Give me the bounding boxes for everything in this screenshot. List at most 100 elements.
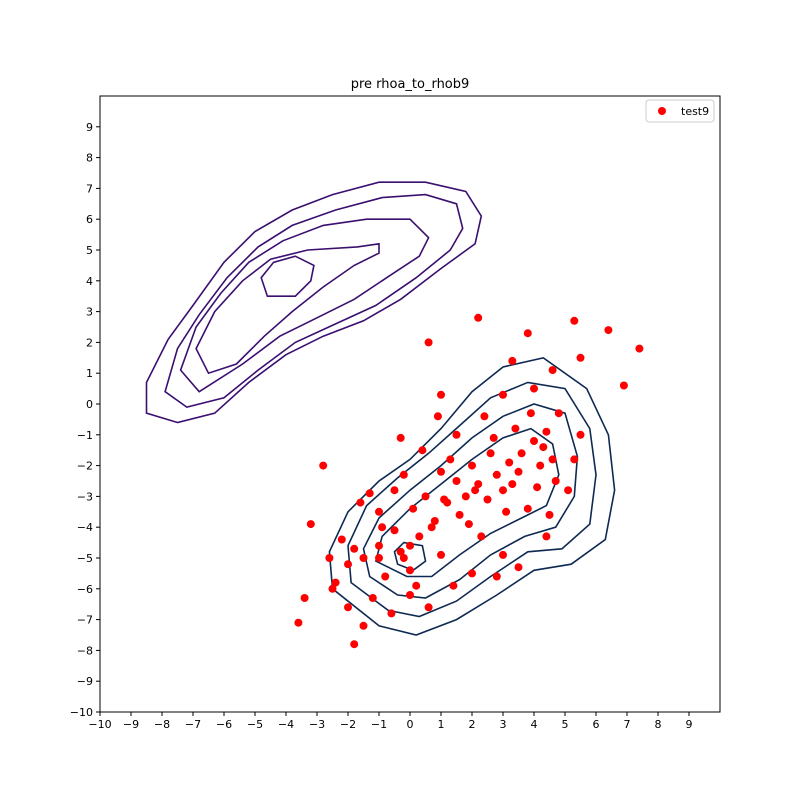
contour-line xyxy=(195,242,380,375)
x-tick-label: 0 xyxy=(407,718,414,731)
plot-area xyxy=(99,95,721,713)
scatter-point xyxy=(449,581,458,590)
scatter-point xyxy=(539,443,548,452)
scatter-point xyxy=(446,455,455,464)
scatter-point xyxy=(483,495,492,504)
scatter-point xyxy=(437,550,445,559)
contour-line xyxy=(145,181,483,424)
scatter-point xyxy=(511,424,520,433)
scatter-point xyxy=(433,412,442,421)
scatter-point xyxy=(514,467,523,476)
scatter-point xyxy=(424,603,433,612)
scatter-point xyxy=(477,532,486,541)
scatter-point xyxy=(452,430,461,439)
scatter-point xyxy=(468,569,476,578)
y-tick-label: 6 xyxy=(86,213,93,226)
scatter-point xyxy=(499,550,507,559)
contour-line xyxy=(260,255,315,297)
scatter-point xyxy=(418,446,427,455)
scatter-point xyxy=(399,470,408,479)
scatter-point xyxy=(406,566,414,575)
scatter-point xyxy=(508,356,517,365)
scatter-point xyxy=(359,621,368,630)
y-tick-label: −3 xyxy=(77,490,93,503)
scatter-point xyxy=(570,316,579,325)
y-tick-label: 0 xyxy=(86,398,93,411)
x-tick-label: −10 xyxy=(88,718,111,731)
x-tick-label: −2 xyxy=(340,718,356,731)
scatter-point xyxy=(461,492,470,501)
y-tick-label: 5 xyxy=(86,244,93,257)
y-tick-label: −9 xyxy=(77,675,93,688)
scatter-point xyxy=(542,427,551,436)
scatter-point xyxy=(437,467,445,476)
scatter-point xyxy=(548,366,557,375)
scatter-point xyxy=(480,412,489,421)
scatter-point xyxy=(455,510,464,519)
scatter-point xyxy=(505,458,514,467)
scatter-point xyxy=(635,344,644,353)
scatter-point xyxy=(399,554,408,562)
y-tick-label: −8 xyxy=(77,644,93,657)
scatter-point xyxy=(356,498,365,507)
x-tick-label: 5 xyxy=(562,718,569,731)
scatter-point xyxy=(468,461,476,470)
legend-box xyxy=(645,99,715,123)
scatter-point xyxy=(396,433,405,442)
scatter-point xyxy=(474,480,483,489)
scatter-point xyxy=(359,554,368,562)
scatter-point xyxy=(424,338,433,347)
scatter-point xyxy=(328,584,337,593)
chart-title: pre rhoa_to_rhob9 xyxy=(351,77,470,92)
x-tick-label: 1 xyxy=(438,718,445,731)
scatter-point xyxy=(390,526,399,535)
x-tick-label: −4 xyxy=(278,718,294,731)
scatter-point xyxy=(499,390,507,399)
scatter-point xyxy=(576,430,585,439)
y-tick-label: −10 xyxy=(70,706,93,719)
scatter-point xyxy=(492,572,501,581)
scatter-point xyxy=(576,353,585,362)
scatter-point xyxy=(526,409,535,418)
x-tick-label: −3 xyxy=(309,718,325,731)
scatter-point xyxy=(452,477,461,485)
scatter-point xyxy=(474,313,483,322)
scatter-point xyxy=(365,489,374,498)
scatter-point xyxy=(331,578,340,587)
scatter-point xyxy=(564,486,573,495)
x-tick-label: −8 xyxy=(154,718,170,731)
scatter-point xyxy=(406,541,414,550)
scatter-point xyxy=(381,572,390,581)
scatter-point xyxy=(489,433,498,442)
scatter-point xyxy=(306,520,315,529)
scatter-point xyxy=(406,591,414,599)
contour-line xyxy=(374,427,560,578)
scatter-point xyxy=(437,390,445,399)
scatter-point xyxy=(486,449,495,458)
x-tick-label: −5 xyxy=(247,718,263,731)
scatter-point xyxy=(409,504,418,513)
scatter-point xyxy=(508,480,517,489)
y-tick-label: −2 xyxy=(77,460,93,473)
x-tick-label: −6 xyxy=(216,718,232,731)
x-tick-label: −9 xyxy=(123,718,139,731)
y-tick-label: 9 xyxy=(86,121,93,134)
scatter-point xyxy=(368,594,377,602)
scatter-point xyxy=(499,486,507,495)
scatter-point xyxy=(375,554,383,562)
contour-line xyxy=(164,193,464,408)
scatter-point xyxy=(523,504,532,513)
scatter-point xyxy=(536,461,545,470)
scatter-point xyxy=(619,381,628,390)
scatter-point xyxy=(545,510,554,519)
y-tick-label: 2 xyxy=(86,336,93,349)
legend: test9 xyxy=(645,99,715,123)
y-tick-label: −7 xyxy=(77,614,93,627)
contour-line xyxy=(328,356,616,636)
scatter-point xyxy=(514,563,523,572)
y-tick-label: −4 xyxy=(77,521,93,534)
scatter-point xyxy=(344,603,352,612)
y-tick-label: −1 xyxy=(77,429,93,442)
y-tick-label: 1 xyxy=(86,367,93,380)
